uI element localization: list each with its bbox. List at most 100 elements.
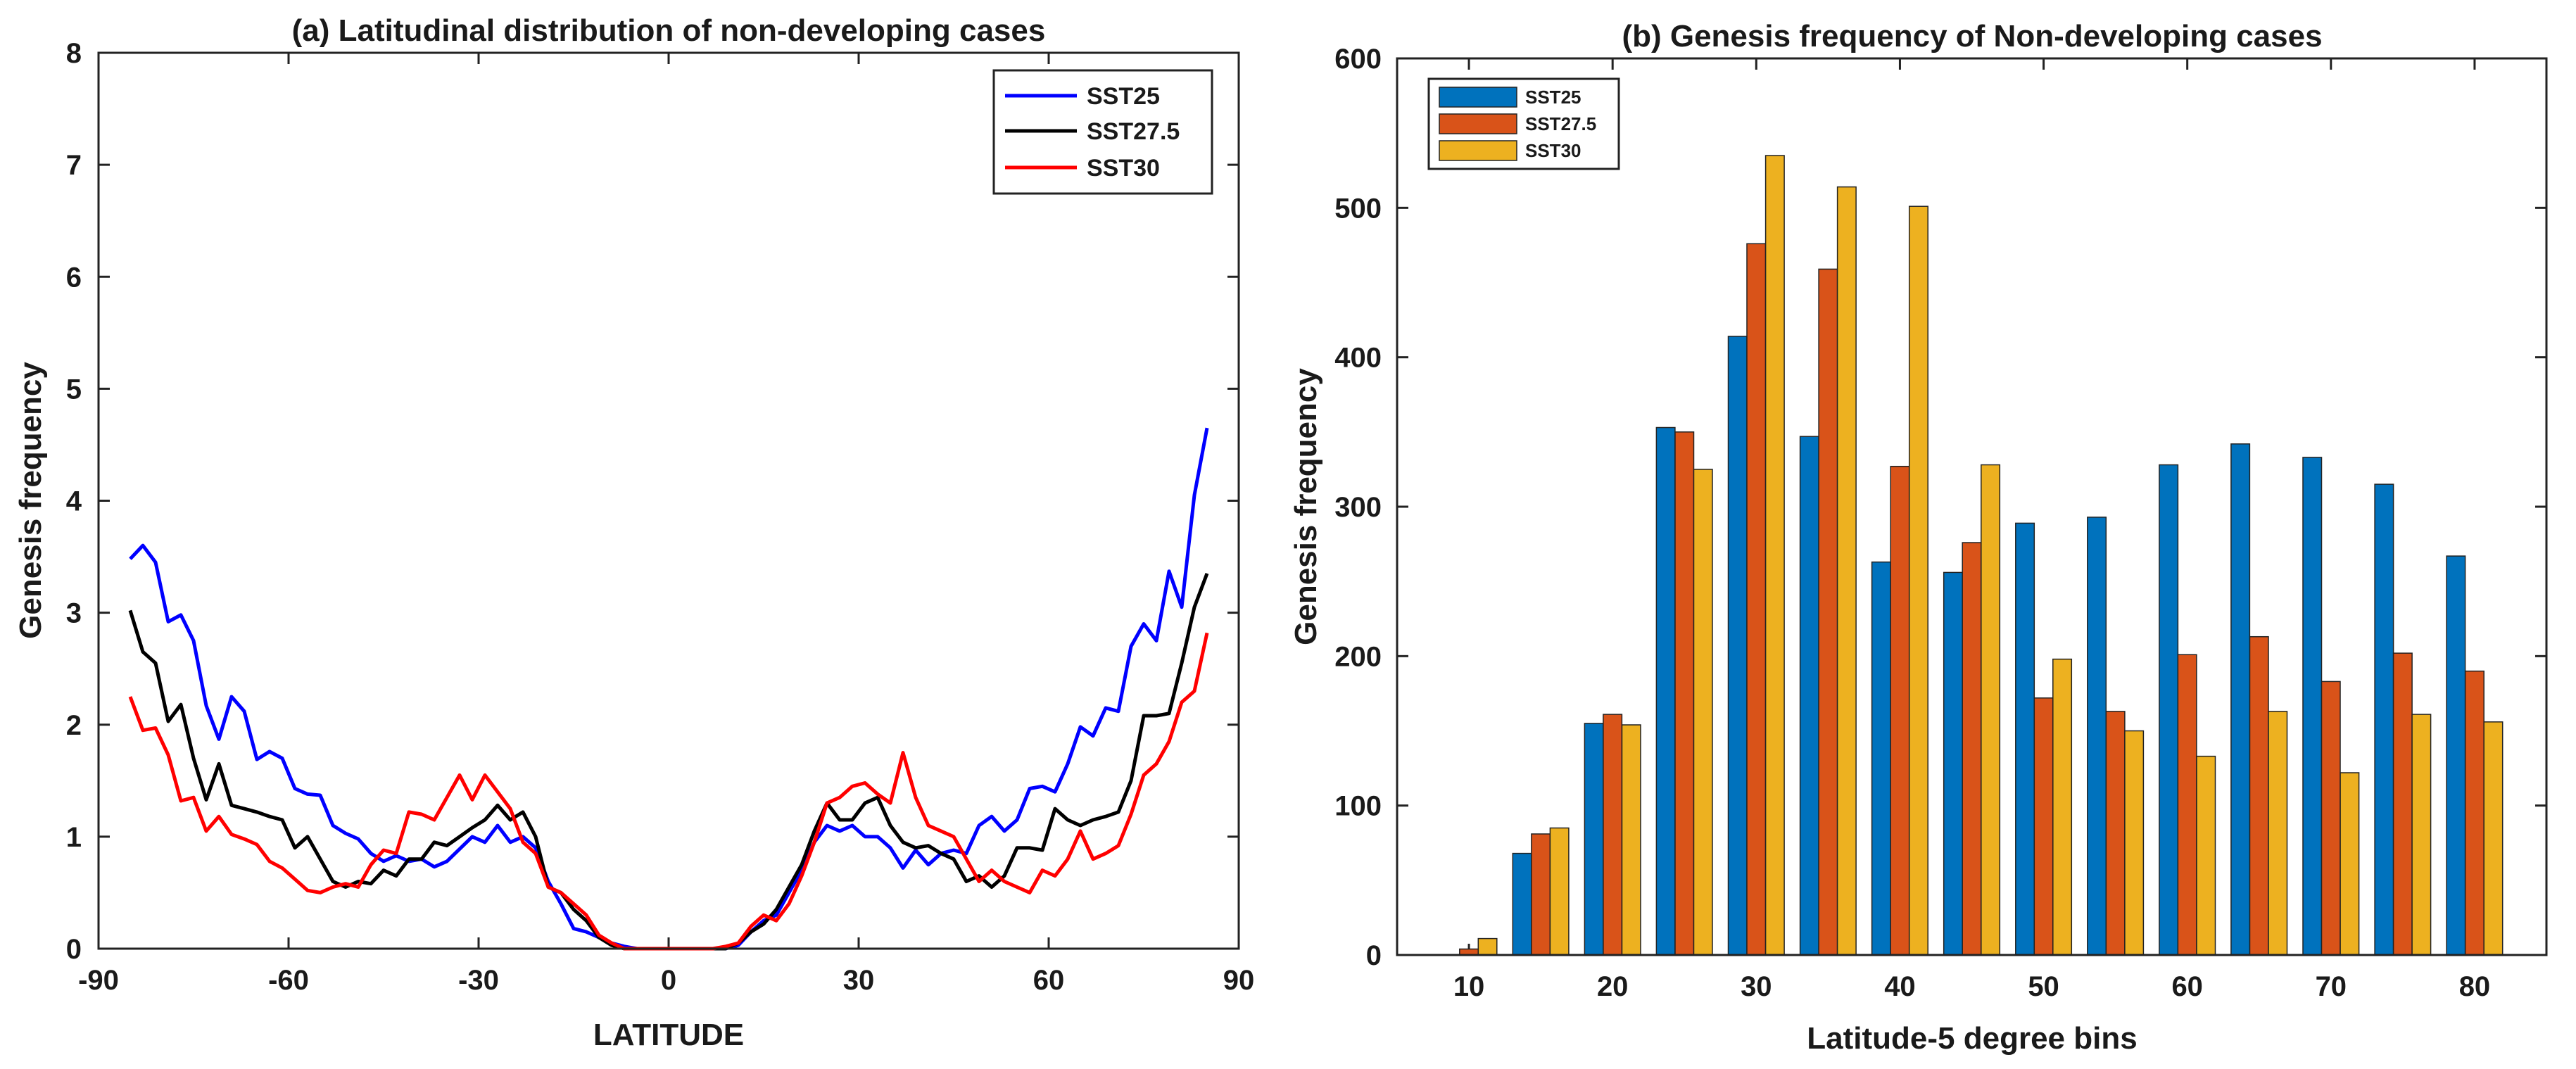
legend-label-sst30: SST30 (1525, 140, 1581, 161)
x-tick-label: 60 (1033, 965, 1065, 996)
line-chart-title: (a) Latitudinal distribution of non-deve… (292, 13, 1046, 48)
bar-chart-legend: SST25 SST27.5 SST30 (1427, 77, 1620, 170)
bar-sst27-5-25 (1674, 431, 1695, 956)
bar-sst25-50 (2015, 522, 2035, 956)
bar-sst25-70 (2302, 457, 2323, 956)
bar-sst27-5-80 (2464, 670, 2485, 956)
bar-sst30-40 (1908, 205, 1928, 956)
y-tick-label: 2 (66, 710, 82, 741)
bar-sst30-10 (1477, 937, 1498, 956)
bar-sst25-15 (1512, 852, 1532, 956)
y-tick-label: 7 (66, 150, 82, 181)
bar-sst27-5-35 (1818, 268, 1838, 956)
legend-label-sst25: SST25 (1525, 87, 1581, 108)
legend-swatch-sst27-5 (1439, 113, 1517, 134)
bar-sst25-35 (1799, 436, 1819, 956)
bar-chart-panel: (b) Genesis frequency of Non-developing … (1289, 19, 2548, 1056)
bar-sst30-80 (2483, 721, 2504, 956)
y-tick-label: 5 (66, 374, 82, 405)
series-line-sst27-5 (128, 573, 1209, 951)
bar-sst30-65 (2268, 711, 2288, 956)
bar-sst25-45 (1943, 571, 1963, 956)
y-tick-label: 500 (1334, 193, 1382, 224)
x-tick-label: 30 (1741, 971, 1772, 1002)
bar-sst25-75 (2374, 483, 2394, 956)
bar-sst30-20 (1621, 724, 1641, 956)
bar-sst25-20 (1584, 723, 1604, 956)
bar-sst30-25 (1693, 469, 1713, 956)
legend-swatch-sst30 (1439, 140, 1517, 161)
line-chart-panel: (a) Latitudinal distribution of non-deve… (13, 13, 1254, 1052)
x-tick-label: 80 (2459, 971, 2491, 1002)
bar-sst27-5-40 (1890, 465, 1910, 956)
x-tick-label: 30 (843, 965, 875, 996)
y-tick-label: 0 (66, 934, 82, 965)
bar-sst30-15 (1549, 827, 1570, 956)
x-tick-label: -90 (78, 965, 119, 996)
y-tick-label: 200 (1334, 641, 1382, 672)
bar-chart-y-label: Genesis frequency (1289, 368, 1323, 645)
bar-sst30-60 (2196, 755, 2216, 956)
x-tick-label: 50 (2028, 971, 2059, 1002)
bar-sst30-35 (1836, 186, 1857, 956)
bar-sst27-5-45 (1962, 542, 1982, 956)
legend-swatch-sst25 (1439, 87, 1517, 108)
x-tick-label: 40 (1884, 971, 1916, 1002)
bar-sst25-80 (2446, 555, 2466, 956)
bar-chart-bars (1459, 155, 2504, 956)
bar-sst27-5-50 (2033, 697, 2054, 956)
y-tick-label: 1 (66, 822, 82, 853)
bar-sst27-5-15 (1531, 833, 1551, 956)
y-tick-label: 0 (1366, 940, 1382, 971)
bar-sst27-5-75 (2392, 652, 2413, 956)
bar-chart-x-label: Latitude-5 degree bins (1807, 1021, 2137, 1056)
bar-sst27-5-60 (2177, 654, 2197, 956)
y-tick-label: 400 (1334, 343, 1382, 374)
y-tick-label: 4 (66, 486, 82, 517)
bar-sst25-60 (2159, 464, 2179, 956)
bar-sst27-5-30 (1746, 243, 1767, 956)
x-tick-label: 90 (1223, 965, 1255, 996)
x-tick-label: 20 (1597, 971, 1629, 1002)
bar-chart-axes-box (1396, 57, 2548, 956)
legend-label-sst27-5: SST27.5 (1087, 118, 1180, 145)
line-chart-series (128, 427, 1209, 951)
bar-sst30-55 (2124, 730, 2145, 956)
bar-sst30-50 (2052, 658, 2073, 956)
bar-sst25-40 (1871, 561, 1891, 956)
x-tick-label: 60 (2171, 971, 2203, 1002)
y-tick-label: 8 (66, 38, 82, 69)
x-tick-label: 10 (1453, 971, 1485, 1002)
bar-sst27-5-55 (2105, 711, 2126, 956)
y-tick-label: 6 (66, 262, 82, 293)
x-tick-label: -60 (268, 965, 309, 996)
line-chart-legend: SST25 SST27.5 SST30 (992, 69, 1213, 195)
bar-sst30-70 (2340, 772, 2360, 956)
line-chart-y-label: Genesis frequency (13, 362, 48, 639)
bar-sst30-30 (1764, 155, 1785, 956)
line-chart-x-label: LATITUDE (593, 1018, 744, 1052)
x-tick-label: -30 (458, 965, 499, 996)
line-chart-ticks: -90 -60 -30 0 30 60 90 0 1 2 3 4 5 6 7 8 (66, 38, 1255, 996)
bar-sst27-5-65 (2249, 635, 2269, 956)
y-tick-label: 300 (1334, 492, 1382, 523)
y-tick-label: 3 (66, 598, 82, 629)
bar-chart-title: (b) Genesis frequency of Non-developing … (1622, 19, 2322, 53)
x-tick-label: 70 (2316, 971, 2347, 1002)
legend-label-sst25: SST25 (1087, 83, 1160, 110)
bar-sst25-55 (2087, 517, 2107, 956)
line-chart-axes-box (97, 51, 1240, 950)
legend-label-sst30: SST30 (1087, 155, 1160, 182)
bar-sst27-5-20 (1603, 714, 1623, 956)
x-tick-label: 0 (661, 965, 676, 996)
bar-chart-ticks: 10 20 30 40 50 60 70 80 0 100 200 300 400 500 600 (1334, 44, 2546, 1002)
legend-label-sst27-5: SST27.5 (1525, 113, 1596, 134)
y-tick-label: 600 (1334, 44, 1382, 75)
bar-sst25-30 (1727, 336, 1748, 956)
bar-sst27-5-70 (2321, 681, 2341, 956)
series-line-sst30 (128, 632, 1209, 951)
bar-sst25-65 (2230, 443, 2251, 956)
y-tick-label: 100 (1334, 791, 1382, 822)
bar-sst30-45 (1981, 464, 2001, 956)
